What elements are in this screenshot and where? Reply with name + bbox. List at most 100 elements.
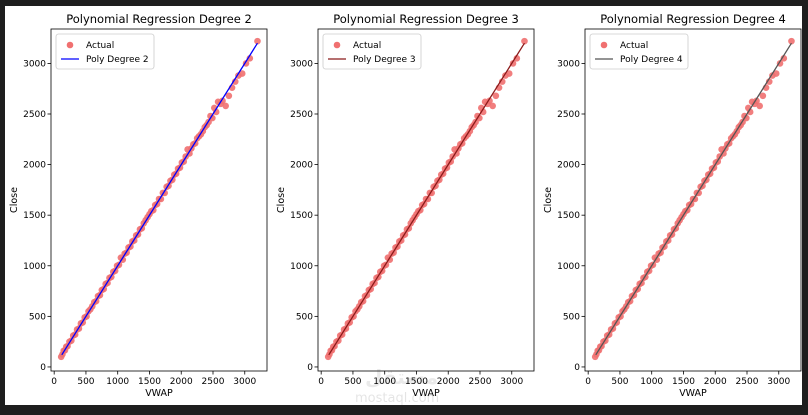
figure-canvas: Polynomial Regression Degree 4 0 500 1000 15… — [5, 6, 802, 405]
plot-title: Polynomial Regression Degree 2 — [66, 12, 252, 26]
data-point — [479, 108, 487, 116]
data-point — [765, 78, 773, 85]
x-tick-label: 2500 — [202, 377, 225, 387]
axes-frame — [50, 28, 268, 372]
subplot-2: Polynomial Regression Degree 3 0 500 1000 15… — [276, 12, 535, 399]
data-point — [238, 70, 246, 77]
legend-label-actual: Actual — [353, 41, 381, 51]
legend: Actual Poly Degree 2 — [55, 33, 155, 70]
legend-label-actual: Actual — [86, 41, 114, 51]
x-axis-label: VWAP — [145, 388, 173, 399]
x-tick-label: 3000 — [233, 377, 256, 387]
x-tick-label: 500 — [77, 377, 94, 387]
x-tick-label: 2000 — [437, 377, 460, 387]
watermark-latin: mostaql.com — [355, 391, 439, 405]
data-point — [746, 108, 754, 116]
y-tick-label: 1500 — [23, 211, 46, 221]
x-tick-label: 3000 — [767, 377, 790, 387]
x-axis-label: VWAP — [679, 388, 707, 399]
data-point — [225, 92, 233, 100]
x-tick-label: 1000 — [106, 377, 129, 387]
watermark-logo: مستقل mostaql.com — [355, 365, 439, 405]
data-point — [222, 102, 230, 110]
x-tick-label: 1500 — [405, 377, 428, 387]
data-point — [209, 114, 216, 122]
data-point — [780, 55, 788, 62]
x-tick-label: 1000 — [373, 377, 396, 387]
y-axis-label: Close — [276, 187, 287, 213]
actual-points — [57, 37, 261, 361]
x-tick-label: 3000 — [500, 377, 523, 387]
x-tick-label: 0 — [585, 377, 591, 387]
plot-title: Polynomial Regression Degree 3 — [333, 12, 519, 26]
data-point — [498, 78, 506, 85]
regression-line — [595, 42, 793, 356]
regression-line — [61, 42, 259, 356]
y-axis-label: Close — [9, 187, 20, 213]
plot-title: Polynomial Regression Degree 4 — [600, 12, 786, 26]
subplot-3: Polynomial Regression Degree 4 0 500 1000 15… — [543, 12, 802, 399]
data-point — [505, 70, 513, 77]
x-tick-label: 2500 — [736, 377, 759, 387]
y-tick-label: 0 — [307, 363, 313, 373]
x-tick-label: 500 — [611, 377, 628, 387]
data-point — [489, 102, 497, 110]
y-tick-label: 0 — [574, 363, 580, 373]
y-tick-label: 2000 — [557, 161, 580, 171]
data-point — [756, 102, 764, 110]
y-tick-label: 500 — [296, 312, 313, 322]
y-tick-label: 2000 — [23, 161, 46, 171]
figure-svg: Polynomial Regression Degree 4 0 500 1000 15… — [9, 12, 802, 405]
y-tick-label: 1000 — [290, 262, 313, 272]
x-tick-label: 0 — [318, 377, 324, 387]
legend-box — [322, 33, 422, 70]
legend: Actual Poly Degree 3 — [322, 33, 422, 70]
axes-frame — [317, 28, 535, 372]
y-tick-label: 3000 — [290, 59, 313, 69]
data-point — [521, 37, 528, 45]
x-tick-label: 500 — [344, 377, 361, 387]
data-point — [231, 78, 239, 85]
legend-label-actual: Actual — [620, 41, 648, 51]
data-point — [513, 55, 521, 62]
y-tick-label: 1000 — [23, 262, 46, 272]
y-tick-label: 2000 — [290, 161, 313, 171]
legend-box — [589, 33, 689, 70]
y-tick-label: 0 — [40, 363, 46, 373]
x-tick-label: 2000 — [704, 377, 727, 387]
legend-label-line: Poly Degree 4 — [620, 55, 683, 65]
y-tick-label: 3000 — [23, 59, 46, 69]
x-tick-label: 1000 — [640, 377, 663, 387]
y-axis-label: Close — [543, 187, 554, 213]
data-point — [254, 37, 261, 45]
data-point — [772, 70, 780, 77]
legend-box — [55, 33, 155, 70]
data-point — [212, 108, 220, 116]
legend: Actual Poly Degree 4 — [589, 33, 689, 70]
data-point — [476, 114, 483, 122]
y-tick-label: 1500 — [557, 211, 580, 221]
watermark-arabic: مستقل — [365, 365, 438, 389]
legend-marker-actual — [600, 41, 608, 49]
x-axis-label: VWAP — [412, 388, 440, 399]
y-tick-label: 2500 — [23, 110, 46, 120]
y-tick-label: 1500 — [290, 211, 313, 221]
legend-label-line: Poly Degree 3 — [353, 55, 416, 65]
y-tick-label: 2500 — [290, 110, 313, 120]
x-tick-label: 2000 — [170, 377, 193, 387]
axes-frame — [584, 28, 802, 372]
x-tick-label: 1500 — [672, 377, 695, 387]
legend-marker-actual — [66, 41, 74, 49]
regression-line — [328, 42, 526, 356]
data-point — [492, 92, 500, 100]
data-point — [743, 114, 750, 122]
x-tick-label: 2500 — [469, 377, 492, 387]
x-tick-label: 0 — [51, 377, 57, 387]
x-tick-label: 1500 — [138, 377, 161, 387]
data-point — [246, 55, 254, 62]
y-tick-label: 500 — [29, 312, 46, 322]
subplot-1: Polynomial Regression Degree 2 0 500 1000 15… — [9, 12, 268, 399]
data-point — [759, 92, 767, 100]
y-tick-label: 3000 — [557, 59, 580, 69]
y-tick-label: 1000 — [557, 262, 580, 272]
